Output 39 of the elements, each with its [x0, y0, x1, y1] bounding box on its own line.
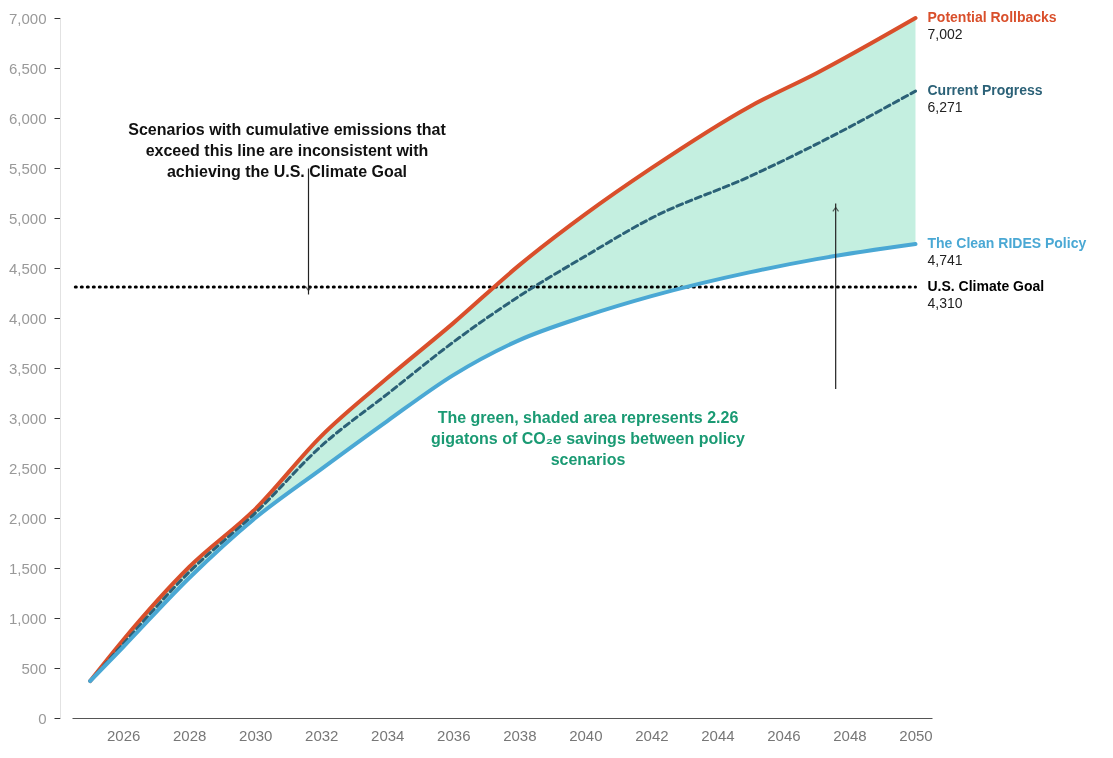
x-tick-label: 2042 [635, 726, 669, 744]
x-tick-label: 2050 [899, 726, 933, 744]
ref-line-label: U.S. Climate Goal [927, 278, 1045, 295]
y-tick-label: 3,000 [8, 409, 47, 427]
y-tick-label: 7,000 [8, 9, 47, 27]
y-tick-label: 6,000 [8, 109, 47, 127]
series-label: Current Progress [927, 82, 1043, 99]
y-tick-label: 5,000 [8, 209, 47, 227]
x-tick-label: 2030 [239, 726, 273, 744]
y-tick-label: 3,500 [8, 359, 47, 377]
y-tick-label: 0 [38, 709, 47, 727]
x-tick-label: 2048 [833, 726, 867, 744]
annotation: 4,310 [927, 295, 963, 312]
x-tick-label: 2028 [173, 726, 207, 744]
x-tick-label: 2046 [767, 726, 801, 744]
y-tick-label: 6,500 [8, 59, 47, 77]
y-tick-label: 4,500 [8, 259, 47, 277]
series-label: The Clean RIDES Policy [927, 235, 1087, 252]
x-tick-label: 2034 [371, 726, 405, 744]
y-tick-label: 5,500 [8, 159, 47, 177]
x-tick-label: 2044 [701, 726, 735, 744]
x-tick-label: 2038 [503, 726, 537, 744]
x-tick-label: 2026 [106, 726, 141, 744]
x-tick-label: 2040 [569, 726, 603, 744]
x-tick-label: 2032 [305, 726, 339, 744]
line-series [88, 242, 918, 684]
y-tick-label: 1,000 [8, 609, 47, 627]
series-label: Potential Rollbacks [927, 9, 1057, 25]
annotation: The green, shaded area represents 2.26 gigatons of CO₂e savings between policy scenarios [431, 409, 746, 468]
y-tick-label: 500 [21, 659, 47, 677]
data-label: 4,741 [927, 252, 963, 269]
data-label: 7,002 [927, 26, 963, 42]
y-tick-label: 2,500 [8, 459, 47, 477]
annotation: Scenarios with cumulative emissions that exceed this line are inconsistent with achieving the U.S. Climate Goal [128, 120, 447, 180]
y-tick-label: 2,000 [8, 509, 47, 527]
y-tick-label: 4,000 [8, 309, 47, 327]
y-tick-label: 1,500 [8, 559, 47, 577]
x-tick-label: 2036 [437, 726, 471, 744]
data-label: 6,271 [927, 99, 963, 116]
